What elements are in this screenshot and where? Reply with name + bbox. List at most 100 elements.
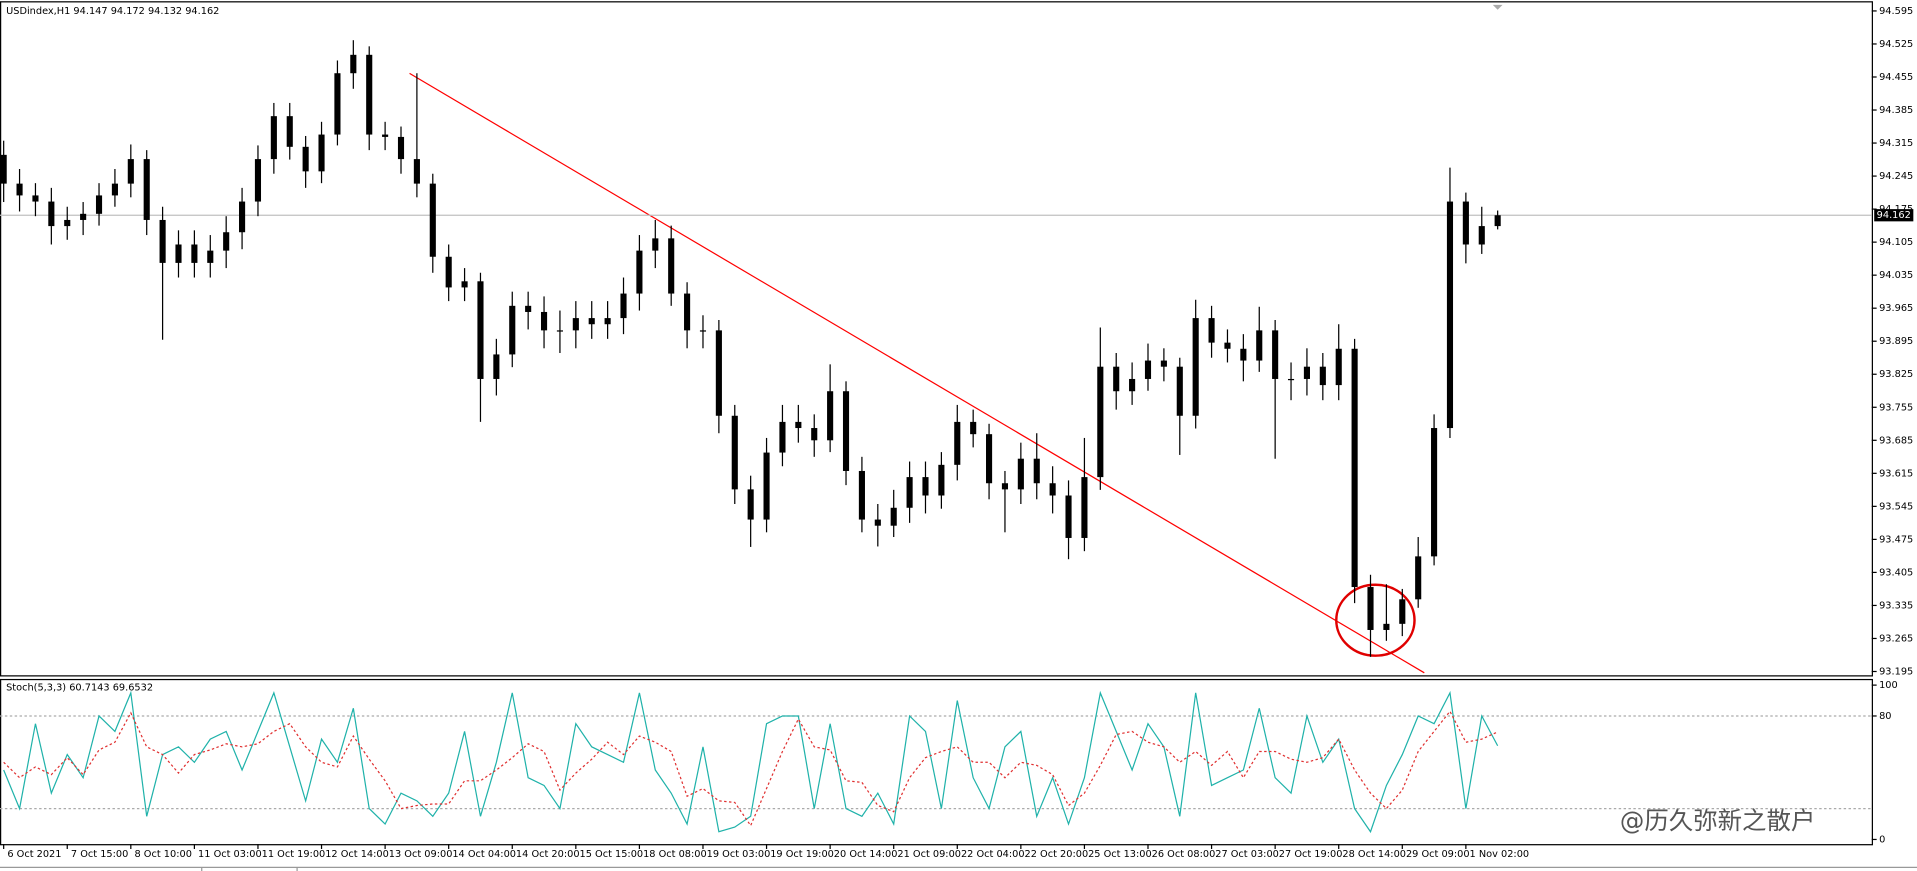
stoch-panel xyxy=(0,678,1873,846)
candle-body xyxy=(207,250,214,263)
x-tick-label: 25 Oct 13:00 xyxy=(1088,849,1152,860)
x-tick-label: 11 Oct 19:00 xyxy=(262,849,326,860)
candle-body xyxy=(223,232,230,251)
y-tick-label: 94.455 xyxy=(1879,72,1913,83)
y-tick-label: 94.525 xyxy=(1879,39,1913,50)
shift-marker xyxy=(1492,4,1503,10)
candle-body xyxy=(763,452,770,520)
candle-body xyxy=(556,330,563,332)
candle-body xyxy=(254,159,262,202)
candle-body xyxy=(1478,226,1485,245)
y-tick-label: 93.965 xyxy=(1879,303,1913,314)
candle-body xyxy=(1192,318,1199,416)
candle-body xyxy=(890,507,897,526)
candle-body xyxy=(922,477,929,496)
candle-body xyxy=(1399,599,1406,624)
x-tick-label: 27 Oct 19:00 xyxy=(1279,849,1343,860)
candle-body xyxy=(1446,201,1454,429)
candle-body xyxy=(540,311,548,331)
y-tick-label: 94.595 xyxy=(1879,6,1913,17)
candle-body xyxy=(1367,587,1374,630)
highlight-circle xyxy=(1335,583,1416,657)
candle-body xyxy=(175,244,182,263)
stoch-line xyxy=(3,690,1499,834)
candle-body xyxy=(842,391,850,471)
x-tick-label: 27 Oct 03:00 xyxy=(1215,849,1279,860)
candle-body xyxy=(270,116,277,160)
x-tick-label: 8 Oct 10:00 xyxy=(134,849,191,860)
candle-body xyxy=(1351,348,1358,588)
candle-body xyxy=(429,183,436,257)
candle-body xyxy=(239,201,246,233)
y-tick-label: 93.195 xyxy=(1879,666,1913,677)
candle-body xyxy=(382,134,389,137)
candle-body xyxy=(143,159,150,220)
candle-body xyxy=(1113,366,1120,392)
candle-body xyxy=(1431,428,1438,557)
candle-body xyxy=(477,281,484,379)
candle-body xyxy=(493,354,500,379)
candle-body xyxy=(1240,348,1247,361)
candle-body xyxy=(48,201,55,227)
candle-body xyxy=(1081,477,1088,538)
candle-body xyxy=(986,434,993,484)
candle-body xyxy=(636,250,643,294)
y-tick-label: 93.335 xyxy=(1879,600,1913,611)
candle-body xyxy=(795,421,802,429)
y-tick-label: 93.265 xyxy=(1879,633,1913,644)
x-tick-label: 22 Oct 20:00 xyxy=(1025,849,1089,860)
candle-body xyxy=(32,195,39,202)
candle-body xyxy=(159,219,166,263)
y-tick-label: 94.315 xyxy=(1879,138,1913,149)
current-price-box xyxy=(1874,209,1914,222)
candle-body xyxy=(1415,556,1422,600)
candle-body xyxy=(461,281,468,288)
candle-body xyxy=(1224,342,1231,349)
candle-body xyxy=(1256,330,1263,361)
candle-body xyxy=(620,293,627,319)
candle-body xyxy=(1160,360,1167,367)
candle-body xyxy=(16,183,23,196)
y-tick-label: 93.825 xyxy=(1879,369,1913,380)
x-tick-label: 14 Oct 04:00 xyxy=(452,849,516,860)
x-tick-label: 14 Oct 20:00 xyxy=(516,849,580,860)
x-tick-label: 6 Oct 2021 xyxy=(7,849,61,860)
x-tick-label: 13 Oct 09:00 xyxy=(389,849,453,860)
current-price-label: 94.162 xyxy=(1877,210,1911,221)
candle-body xyxy=(731,415,738,490)
candle-body xyxy=(1033,458,1040,484)
candle-body xyxy=(970,421,977,435)
x-tick-label: 22 Oct 04:00 xyxy=(961,849,1025,860)
x-tick-label: 21 Oct 09:00 xyxy=(897,849,961,860)
candle-body xyxy=(1129,378,1136,392)
candle-body xyxy=(1017,458,1024,490)
candle-body xyxy=(64,219,71,227)
candle-body xyxy=(1049,483,1056,496)
candle-body xyxy=(874,519,881,526)
candle-body xyxy=(827,391,834,441)
candle-body xyxy=(445,256,452,288)
x-tick-label: 7 Oct 15:00 xyxy=(71,849,128,860)
y-tick-label: 93.755 xyxy=(1879,402,1913,413)
x-tick-label: 1 Nov 02:00 xyxy=(1470,849,1530,860)
x-tick-label: 19 Oct 03:00 xyxy=(707,849,771,860)
y-tick-label: 93.405 xyxy=(1879,567,1913,578)
y-tick-label: 94.385 xyxy=(1879,105,1913,116)
candle-body xyxy=(1176,366,1183,416)
candle-body xyxy=(350,54,357,74)
x-tick-label: 19 Oct 19:00 xyxy=(770,849,834,860)
candle-body xyxy=(1494,215,1501,227)
candle-body xyxy=(318,134,325,172)
y-tick-label: 93.895 xyxy=(1879,336,1913,347)
candle-body xyxy=(811,428,818,441)
candle-body xyxy=(938,464,945,496)
main-panel xyxy=(0,1,1873,677)
candle-body xyxy=(1001,483,1009,490)
candle-body xyxy=(572,318,579,331)
y-tick-label: 80 xyxy=(1879,711,1891,722)
candle-body xyxy=(1144,360,1152,379)
candle-body xyxy=(668,238,675,294)
candle-body xyxy=(1383,623,1390,630)
y-tick-label: 93.685 xyxy=(1879,435,1913,446)
x-tick-label: 26 Oct 08:00 xyxy=(1152,849,1216,860)
